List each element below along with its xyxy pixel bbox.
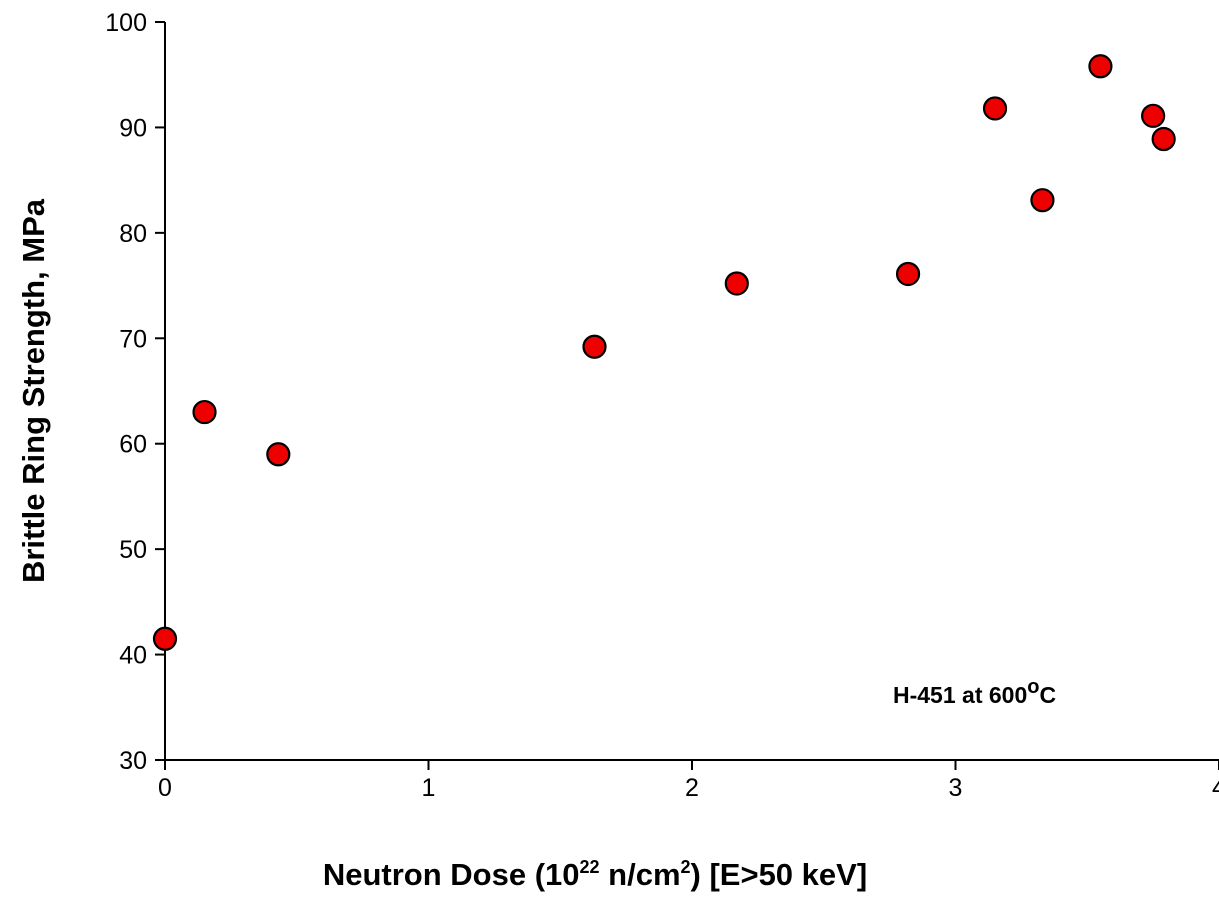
data-point [152,626,178,651]
y-tick-label: 60 [119,431,147,459]
tick-labels: 30 40 50 60 70 80 90 100 0 1 2 3 4 [105,9,1219,802]
x-axis-title-mid: n/cm [600,857,681,892]
x-tick-label: 0 [158,774,172,802]
y-tick-label: 100 [105,9,147,37]
x-tick-label: 1 [422,774,436,802]
annotation-prefix: H-451 at 600 [893,682,1027,708]
chart-annotation: H-451 at 600oC [893,676,1056,708]
data-point [724,271,749,296]
x-tick-label: 3 [949,774,963,802]
y-axis-title: Brittle Ring Strength, MPa [16,198,51,583]
data-point [582,334,607,359]
annotation-suffix: C [1039,682,1056,708]
axis-ticks [155,21,1219,770]
x-axis-title-exponent2: 2 [681,857,691,877]
y-tick-label: 50 [119,536,147,564]
y-tick-label: 40 [119,642,147,670]
x-axis-title-exponent: 22 [580,857,600,877]
data-point [982,96,1008,121]
data-points [152,54,1176,651]
y-tick-label: 90 [119,114,147,142]
x-tick-label: 4 [1212,774,1219,802]
data-point [895,261,921,287]
x-axis-title: Neutron Dose (1022 n/cm2) [E>50 keV] [323,857,867,892]
data-point [1030,188,1055,213]
x-tick-label: 2 [685,774,699,802]
data-point [266,442,291,467]
data-point [1141,103,1166,128]
y-tick-label: 30 [119,747,147,775]
data-point [1088,54,1113,79]
x-axis-title-suffix: ) [E>50 keV] [691,857,868,892]
y-tick-label: 70 [119,325,147,353]
annotation-degree: o [1027,676,1039,698]
y-tick-label: 80 [119,220,147,248]
data-point [1151,126,1176,152]
x-axis-title-prefix: Neutron Dose (10 [323,857,580,892]
data-point [192,399,217,425]
